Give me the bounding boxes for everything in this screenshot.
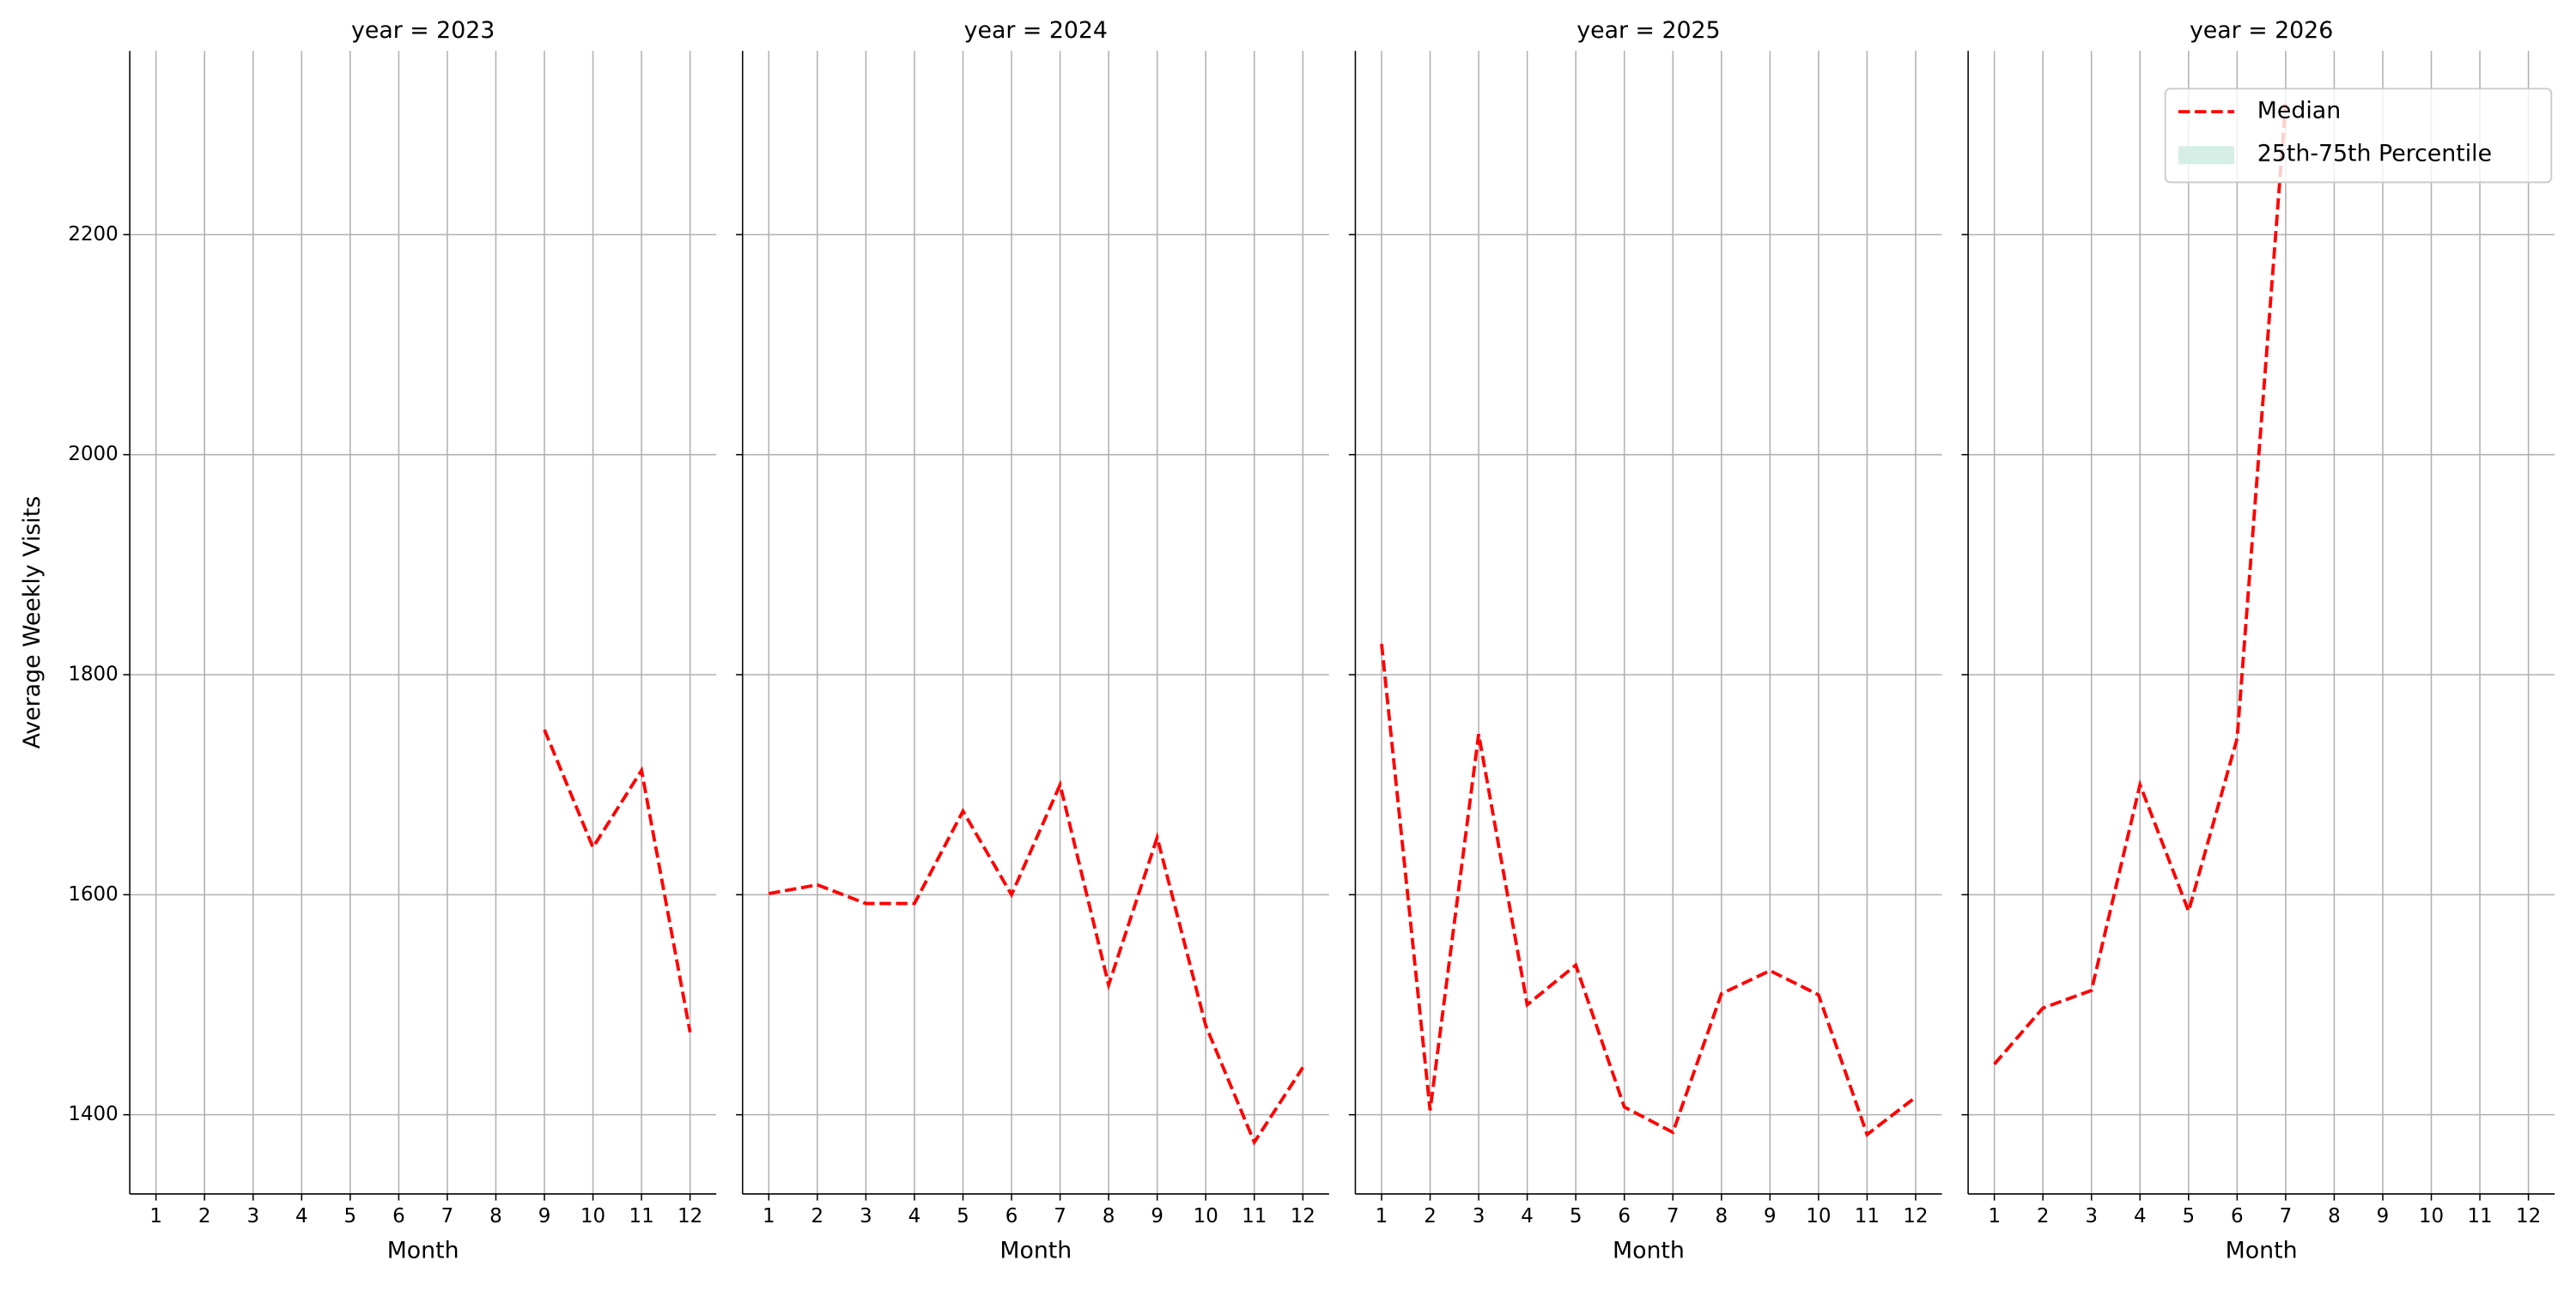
median-line [1993, 103, 2287, 1065]
x-tick-label: 12 [1903, 1205, 1928, 1227]
x-tick-label: 10 [2419, 1205, 2444, 1227]
x-tick-label: 12 [677, 1205, 702, 1227]
x-tick-label: 5 [957, 1205, 969, 1227]
x-tick-label: 6 [392, 1205, 405, 1227]
x-tick-label: 11 [2467, 1205, 2492, 1227]
legend-box [2164, 88, 2553, 184]
x-tick-label: 8 [1715, 1205, 1728, 1227]
y-tick-label: 1600 [68, 883, 118, 906]
y-axis-label: Average Weekly Visits [19, 496, 46, 749]
x-tick-label: 4 [2134, 1205, 2147, 1227]
panel-title: year = 2023 [351, 17, 495, 44]
x-tick-label: 7 [1054, 1205, 1066, 1227]
x-tick-label: 8 [489, 1205, 502, 1227]
x-tick-label: 5 [2182, 1205, 2195, 1227]
x-tick-label: 9 [538, 1205, 551, 1227]
x-tick-label: 6 [2231, 1205, 2244, 1227]
x-tick-label: 7 [1667, 1205, 1680, 1227]
median-line [543, 729, 692, 1033]
y-tick-label: 1800 [68, 664, 118, 686]
panel-title: year = 2024 [964, 17, 1108, 44]
x-tick-label: 1 [149, 1205, 162, 1227]
x-tick-label: 10 [580, 1205, 605, 1227]
x-tick-label: 1 [762, 1205, 775, 1227]
x-tick-label: 3 [1473, 1205, 1485, 1227]
x-tick-label: 1 [1988, 1205, 2001, 1227]
x-tick-label: 5 [1570, 1205, 1583, 1227]
median-line [768, 779, 1304, 1146]
x-tick-label: 4 [908, 1205, 921, 1227]
panel-title: year = 2025 [1577, 17, 1720, 44]
x-tick-label: 12 [2516, 1205, 2541, 1227]
x-tick-label: 3 [860, 1205, 872, 1227]
legend-label: 25th-75th Percentile [2257, 140, 2492, 167]
x-tick-label: 4 [295, 1205, 308, 1227]
x-tick-label: 11 [629, 1205, 654, 1227]
x-tick-label: 3 [2085, 1205, 2098, 1227]
y-tick-label: 2200 [68, 223, 118, 245]
median-line [1380, 643, 1917, 1137]
x-tick-label: 2 [1424, 1205, 1437, 1227]
x-tick-label: 6 [1005, 1205, 1018, 1227]
legend-swatch [2178, 146, 2235, 165]
y-tick-label: 2000 [68, 443, 118, 465]
x-axis-label: Month [999, 1237, 1072, 1264]
x-tick-label: 10 [1194, 1205, 1218, 1227]
x-tick-label: 3 [246, 1205, 259, 1227]
x-axis-label: Month [387, 1237, 459, 1264]
legend-label: Median [2257, 98, 2341, 124]
x-tick-label: 8 [2328, 1205, 2341, 1227]
x-tick-label: 10 [1806, 1205, 1831, 1227]
x-tick-label: 9 [1151, 1205, 1163, 1227]
x-tick-label: 9 [1764, 1205, 1777, 1227]
x-tick-label: 7 [2280, 1205, 2293, 1227]
x-tick-label: 4 [1521, 1205, 1534, 1227]
y-tick-label: 1400 [68, 1103, 118, 1125]
x-tick-label: 2 [198, 1205, 211, 1227]
x-tick-label: 11 [1855, 1205, 1880, 1227]
x-axis-label: Month [2226, 1237, 2298, 1264]
x-tick-label: 5 [344, 1205, 357, 1227]
x-tick-label: 11 [1242, 1205, 1267, 1227]
x-tick-label: 9 [2377, 1205, 2390, 1227]
x-tick-label: 2 [811, 1205, 824, 1227]
x-tick-label: 6 [1618, 1205, 1631, 1227]
x-tick-label: 12 [1291, 1205, 1315, 1227]
x-axis-label: Month [1613, 1237, 1685, 1264]
x-tick-label: 7 [441, 1205, 454, 1227]
x-tick-label: 2 [2037, 1205, 2050, 1227]
x-tick-label: 8 [1103, 1205, 1115, 1227]
panel-title: year = 2026 [2190, 17, 2333, 44]
x-tick-label: 1 [1376, 1205, 1388, 1227]
